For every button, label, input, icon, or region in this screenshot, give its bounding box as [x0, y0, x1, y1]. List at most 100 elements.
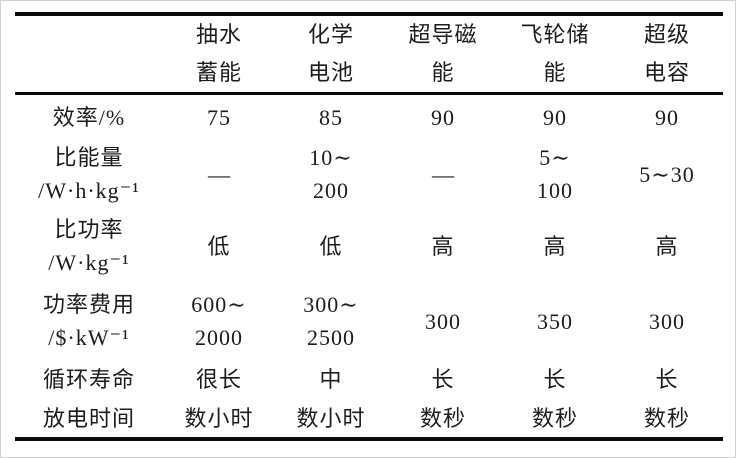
cell-line: 数秒 — [643, 405, 690, 431]
cell-line: 90 — [543, 104, 567, 130]
cell-line: 长 — [431, 366, 455, 392]
table-cell: 5∼ 100 — [499, 139, 611, 209]
row-label-line: 功率费用 — [42, 292, 135, 317]
header-row: 抽水 蓄能 化学 电池 超导磁 能 飞轮储 能 超级 电容 — [15, 14, 723, 95]
energy-storage-comparison-table: 抽水 蓄能 化学 电池 超导磁 能 飞轮储 能 超级 电容 — [15, 12, 723, 441]
cell-line: 5∼30 — [639, 161, 695, 187]
cell-line: 200 — [313, 178, 349, 203]
row-label-line: 循环寿命 — [42, 366, 135, 392]
table-cell: 300∼ 2500 — [275, 283, 387, 359]
table-cell: 85 — [275, 94, 387, 140]
table-cell: 高 — [499, 209, 611, 283]
table-row-efficiency: 效率/% 75 85 90 90 90 — [15, 94, 723, 140]
table-cell: 300 — [387, 283, 499, 359]
cell-line: 100 — [537, 178, 573, 203]
table-cell: 高 — [387, 209, 499, 283]
row-label: 比能量 /W·h·kg⁻¹ — [15, 139, 163, 209]
table-cell: 低 — [275, 209, 387, 283]
row-label-line: 放电时间 — [42, 405, 135, 431]
cell-line: 低 — [207, 233, 231, 259]
header-cell-chemical-battery: 化学 电池 — [275, 14, 387, 95]
header-line: 超导磁 — [408, 22, 478, 47]
table-row-cycle-life: 循环寿命 很长 中 长 长 长 — [15, 359, 723, 399]
header-line: 化学 — [307, 22, 354, 47]
row-label: 功率费用 /$·kW⁻¹ — [15, 283, 163, 359]
table-cell: 数秒 — [387, 399, 499, 439]
header-cell-superconducting-magnetic: 超导磁 能 — [387, 14, 499, 95]
cell-line: 300 — [649, 308, 685, 334]
table-cell: — — [163, 139, 275, 209]
row-label: 效率/% — [15, 94, 163, 140]
header-line: 超级 — [643, 22, 690, 47]
cell-line: 300 — [425, 308, 461, 334]
header-line: 能 — [543, 60, 567, 85]
table-row-specific-energy: 比能量 /W·h·kg⁻¹ — 10∼ 200 — 5∼ 100 5∼30 — [15, 139, 723, 209]
header-line: 电容 — [643, 60, 690, 85]
cell-line: 高 — [655, 233, 679, 259]
header-cell-supercapacitor: 超级 电容 — [611, 14, 723, 95]
row-label-line: 效率/% — [52, 104, 126, 130]
cell-line: 数小时 — [296, 405, 366, 431]
table-row-specific-power: 比功率 /W·kg⁻¹ 低 低 高 高 高 — [15, 209, 723, 283]
table-cell: 90 — [387, 94, 499, 140]
row-label-line: 比功率 — [54, 217, 124, 242]
cell-line: 长 — [655, 366, 679, 392]
table-cell: 低 — [163, 209, 275, 283]
cell-line: 数秒 — [419, 405, 466, 431]
table-cell: 数秒 — [611, 399, 723, 439]
table-cell: 5∼30 — [611, 139, 723, 209]
cell-line: — — [432, 161, 454, 187]
cell-line: 2500 — [307, 325, 355, 350]
cell-line: 很长 — [195, 366, 242, 392]
cell-line: 中 — [319, 366, 343, 392]
header-line: 飞轮储 — [520, 22, 590, 47]
table-cell: 长 — [611, 359, 723, 399]
table-cell: 10∼ 200 — [275, 139, 387, 209]
cell-line: 600∼ — [191, 292, 247, 317]
cell-line: 高 — [431, 233, 455, 259]
table-cell: 高 — [611, 209, 723, 283]
header-cell-blank — [15, 14, 163, 95]
row-label-line: /$·kW⁻¹ — [48, 325, 130, 350]
cell-line: 数小时 — [184, 405, 254, 431]
table-cell: 350 — [499, 283, 611, 359]
table-cell: 长 — [387, 359, 499, 399]
table-cell: — — [387, 139, 499, 209]
row-label: 循环寿命 — [15, 359, 163, 399]
table-cell: 数小时 — [163, 399, 275, 439]
header-line: 电池 — [307, 60, 354, 85]
header-line: 抽水 — [195, 22, 242, 47]
table-cell: 90 — [499, 94, 611, 140]
row-label-line: /W·h·kg⁻¹ — [38, 178, 140, 203]
table-cell: 75 — [163, 94, 275, 140]
cell-line: 长 — [543, 366, 567, 392]
header-line: 蓄能 — [195, 60, 242, 85]
cell-line: 300∼ — [303, 292, 359, 317]
header-line: 能 — [431, 60, 455, 85]
table-header: 抽水 蓄能 化学 电池 超导磁 能 飞轮储 能 超级 电容 — [15, 14, 723, 95]
cell-line: 90 — [431, 104, 455, 130]
header-cell-pumped-hydro: 抽水 蓄能 — [163, 14, 275, 95]
table-row-power-cost: 功率费用 /$·kW⁻¹ 600∼ 2000 300∼ 2500 300 350 3… — [15, 283, 723, 359]
cell-line: 高 — [543, 233, 567, 259]
table-cell: 长 — [499, 359, 611, 399]
cell-line: 75 — [207, 104, 231, 130]
header-cell-flywheel: 飞轮储 能 — [499, 14, 611, 95]
table-cell: 数小时 — [275, 399, 387, 439]
cell-line: 90 — [655, 104, 679, 130]
table-cell: 600∼ 2000 — [163, 283, 275, 359]
table-cell: 300 — [611, 283, 723, 359]
row-label: 放电时间 — [15, 399, 163, 439]
row-label: 比功率 /W·kg⁻¹ — [15, 209, 163, 283]
row-label-line: 比能量 — [54, 145, 124, 170]
table-row-discharge-time: 放电时间 数小时 数小时 数秒 数秒 数秒 — [15, 399, 723, 439]
cell-line: 350 — [537, 308, 573, 334]
row-label-line: /W·kg⁻¹ — [48, 250, 130, 275]
table-cell: 数秒 — [499, 399, 611, 439]
cell-line: 5∼ — [539, 145, 571, 170]
table-cell: 中 — [275, 359, 387, 399]
cell-line: — — [208, 161, 230, 187]
table-cell: 90 — [611, 94, 723, 140]
cell-line: 85 — [319, 104, 343, 130]
